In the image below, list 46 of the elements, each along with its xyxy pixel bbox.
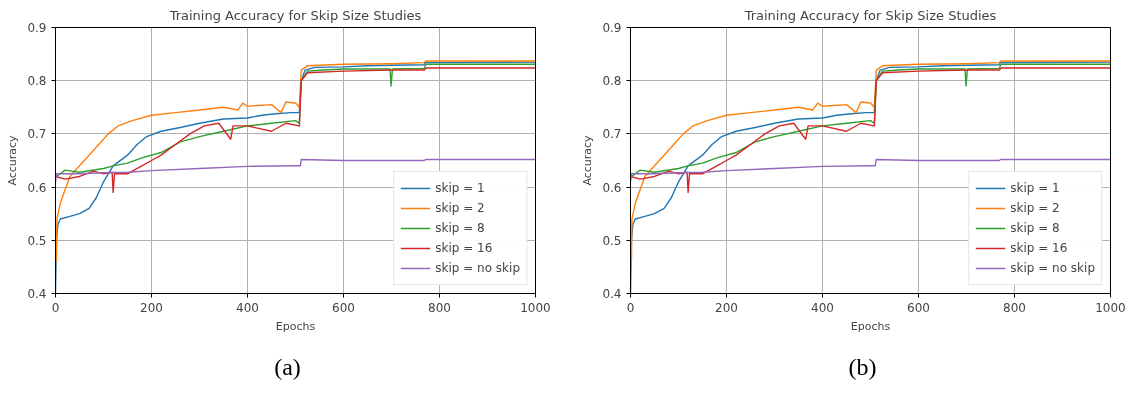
legend-label: skip = 2 bbox=[435, 201, 485, 215]
chart-title: Training Accuracy for Skip Size Studies bbox=[743, 7, 997, 23]
y-tick-label: 0.8 bbox=[602, 74, 622, 89]
y-tick-label: 0.6 bbox=[602, 180, 622, 195]
x-tick-label: 200 bbox=[715, 300, 738, 315]
x-tick-label: 400 bbox=[236, 300, 259, 315]
legend-label: skip = 1 bbox=[435, 181, 485, 195]
x-axis-title: Epochs bbox=[850, 319, 891, 333]
legend-label: skip = 2 bbox=[1010, 201, 1060, 215]
y-tick-label: 0.5 bbox=[602, 233, 622, 248]
y-tick-label: 0.9 bbox=[27, 21, 47, 35]
y-tick-label: 0.5 bbox=[27, 233, 47, 248]
text: (b) bbox=[848, 353, 877, 382]
legend-label: skip = 1 bbox=[1010, 181, 1060, 195]
line-series bbox=[55, 67, 536, 194]
x-tick-label: 0 bbox=[51, 300, 60, 315]
line-series bbox=[630, 67, 1111, 194]
x-tick-label: 800 bbox=[428, 300, 451, 315]
x-tick-label: 400 bbox=[811, 300, 834, 315]
x-tick-label: 200 bbox=[140, 300, 163, 315]
x-tick-label: 600 bbox=[332, 300, 355, 315]
x-axis-title: Epochs bbox=[275, 319, 316, 333]
legend-label: skip = 8 bbox=[1010, 221, 1060, 235]
y-axis-title: Accuracy bbox=[581, 134, 595, 186]
text: (a) bbox=[274, 353, 301, 382]
y-tick-label: 0.6 bbox=[27, 180, 47, 195]
legend-label: skip = no skip bbox=[1010, 261, 1095, 275]
x-tick-label: 800 bbox=[1003, 300, 1026, 315]
y-tick-label: 0.4 bbox=[27, 287, 47, 301]
line-series bbox=[55, 63, 536, 178]
line-series bbox=[630, 63, 1111, 178]
legend-label: skip = 8 bbox=[435, 221, 485, 235]
y-tick-label: 0.4 bbox=[602, 287, 622, 301]
x-tick-label: 0 bbox=[626, 300, 635, 315]
legend-label: skip = 16 bbox=[435, 241, 493, 255]
y-axis-title: Accuracy bbox=[6, 134, 20, 186]
x-tick-label: 1000 bbox=[520, 300, 551, 315]
y-tick-label: 0.9 bbox=[602, 21, 622, 35]
y-tick-label: 0.7 bbox=[602, 127, 622, 142]
chart-title: Training Accuracy for Skip Size Studies bbox=[168, 7, 422, 23]
x-tick-label: 1000 bbox=[1095, 300, 1126, 315]
y-tick-label: 0.7 bbox=[27, 127, 47, 142]
legend-label: skip = no skip bbox=[435, 261, 520, 275]
x-tick-label: 600 bbox=[907, 300, 930, 315]
legend-label: skip = 16 bbox=[1010, 241, 1068, 255]
y-tick-label: 0.8 bbox=[27, 74, 47, 89]
